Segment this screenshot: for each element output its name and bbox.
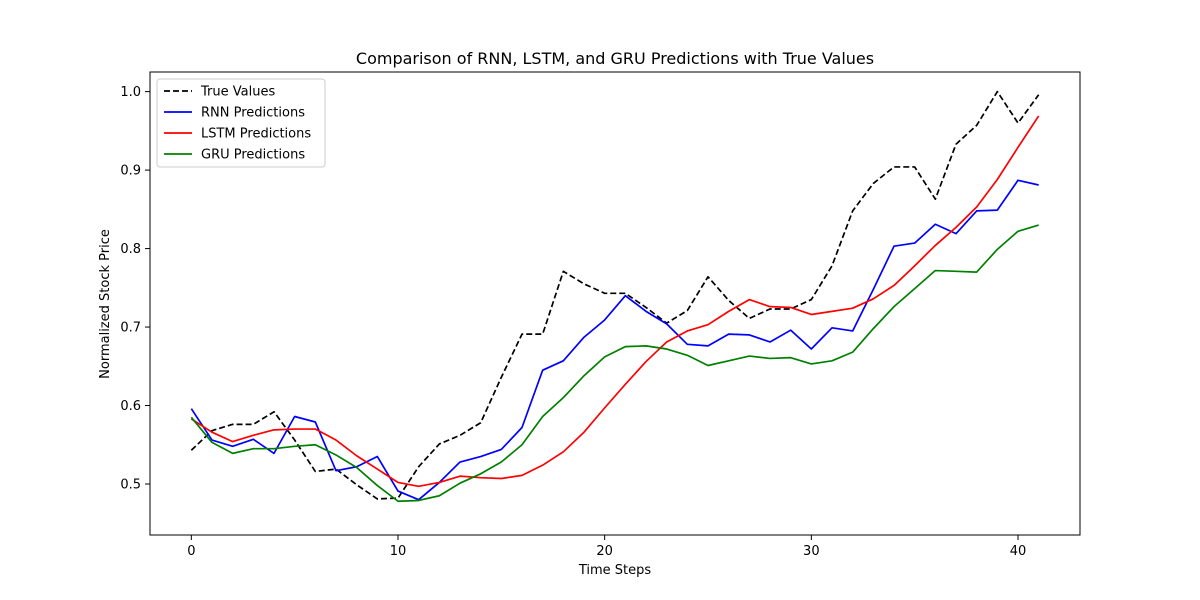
x-tick-label: 40 [1010,544,1027,559]
legend-label: RNN Predictions [201,106,305,121]
y-tick-label: 0.5 [120,477,141,492]
y-tick-label: 0.9 [120,164,141,179]
y-axis: 0.5 0.6 0.7 0.8 0.9 1.0 [120,85,150,492]
legend: True Values RNN Predictions LSTM Predictio… [156,78,326,168]
plot-area [149,71,1081,536]
x-axis-label: Time Steps [578,563,652,578]
y-tick-label: 0.8 [120,242,141,257]
series-line-rnn-predictions [190,179,1039,501]
x-tick-label: 30 [803,544,820,559]
y-tick-label: 0.7 [120,321,141,336]
series-line-lstm-predictions [190,115,1040,488]
y-tick-label: 0.6 [120,399,141,414]
legend-label: LSTM Predictions [201,127,311,142]
x-tick-label: 0 [187,544,195,559]
x-tick-label: 10 [390,544,407,559]
plot-frame [149,71,1081,536]
x-tick-label: 20 [596,544,613,559]
chart-title: Comparison of RNN, LSTM, and GRU Predict… [356,49,874,68]
series-line-true-values [190,90,1040,500]
legend-label: GRU Predictions [201,148,305,163]
series-line-gru-predictions [190,224,1039,503]
legend-box [156,78,326,168]
legend-label: True Values [200,85,275,100]
y-tick-label: 1.0 [120,85,141,100]
x-axis: 0 10 20 30 40 [187,535,1026,559]
y-axis-label: Normalized Stock Price [98,229,113,379]
